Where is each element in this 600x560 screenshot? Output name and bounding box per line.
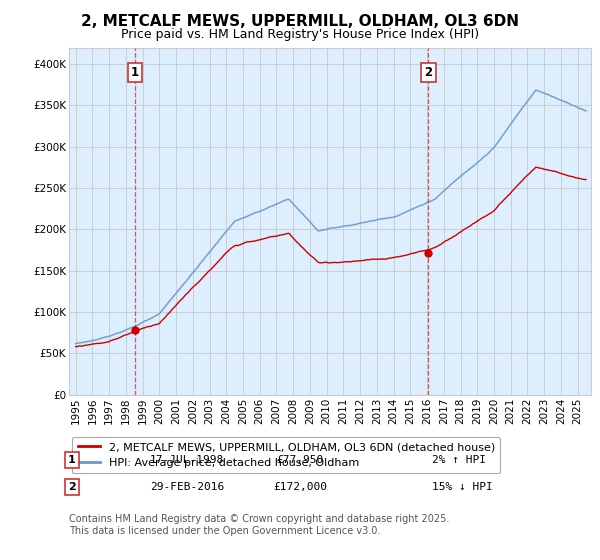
Text: 2% ↑ HPI: 2% ↑ HPI xyxy=(432,455,486,465)
Text: 17-JUL-1998: 17-JUL-1998 xyxy=(150,455,224,465)
Text: Contains HM Land Registry data © Crown copyright and database right 2025.
This d: Contains HM Land Registry data © Crown c… xyxy=(69,514,449,536)
Text: 2, METCALF MEWS, UPPERMILL, OLDHAM, OL3 6DN: 2, METCALF MEWS, UPPERMILL, OLDHAM, OL3 … xyxy=(81,14,519,29)
Legend: 2, METCALF MEWS, UPPERMILL, OLDHAM, OL3 6DN (detached house), HPI: Average price: 2, METCALF MEWS, UPPERMILL, OLDHAM, OL3 … xyxy=(72,437,500,473)
Text: 2: 2 xyxy=(68,482,76,492)
Text: Price paid vs. HM Land Registry's House Price Index (HPI): Price paid vs. HM Land Registry's House … xyxy=(121,28,479,41)
Text: 1: 1 xyxy=(68,455,76,465)
Text: 1: 1 xyxy=(131,66,139,79)
Text: 2: 2 xyxy=(424,66,433,79)
Text: 15% ↓ HPI: 15% ↓ HPI xyxy=(432,482,493,492)
Text: £172,000: £172,000 xyxy=(273,482,327,492)
Text: £77,950: £77,950 xyxy=(277,455,323,465)
Text: 29-FEB-2016: 29-FEB-2016 xyxy=(150,482,224,492)
